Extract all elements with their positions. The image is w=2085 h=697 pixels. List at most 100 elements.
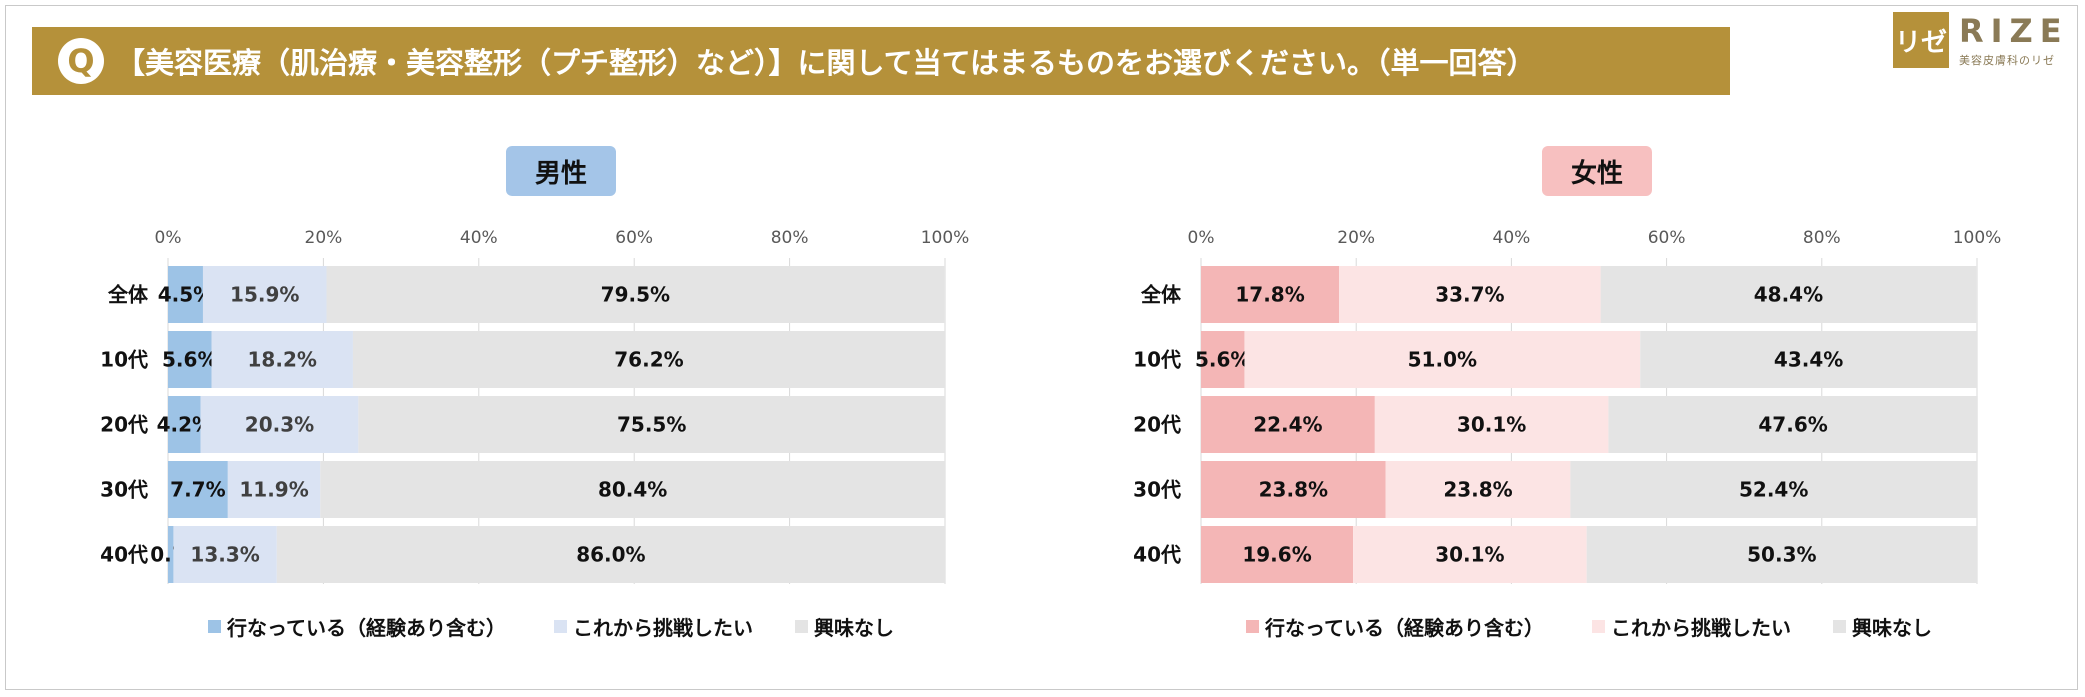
x-tick-label: 60%	[615, 228, 653, 248]
data-label: 20.3%	[245, 413, 314, 437]
category-label: 40代	[100, 543, 148, 567]
x-tick-label: 20%	[305, 228, 343, 248]
bar-segment	[1385, 461, 1571, 518]
data-label: 22.4%	[1253, 413, 1322, 437]
bar-segment	[352, 331, 945, 388]
male-chart-title: 男性	[506, 146, 616, 196]
bar-segment	[1608, 396, 1978, 453]
legend-item-done: 行なっている（経験あり含む）	[208, 612, 506, 641]
category-label: 30代	[100, 478, 148, 502]
data-label: 33.7%	[1435, 283, 1504, 307]
bar-segment	[202, 266, 327, 323]
bar-segment	[168, 526, 174, 583]
x-tick-label: 80%	[771, 228, 809, 248]
data-label: 48.4%	[1754, 283, 1823, 307]
legend-label: 興味なし	[814, 616, 894, 640]
legend-label: 行なっている（経験あり含む）	[1265, 616, 1544, 640]
legend-item-done: 行なっている（経験あり含む）	[1246, 612, 1544, 641]
bar-segment	[1600, 266, 1977, 323]
legend-label: 行なっている（経験あり含む）	[227, 616, 506, 640]
brand-logo: リゼ RIZE 美容皮膚科のリゼ	[1893, 10, 2073, 70]
x-tick-label: 0%	[155, 228, 182, 248]
bar-segment	[168, 461, 228, 518]
x-tick-label: 60%	[1648, 228, 1686, 248]
bar-segment	[1570, 461, 1977, 518]
data-label: 76.2%	[614, 348, 683, 372]
data-label: 19.6%	[1242, 543, 1311, 567]
bar-segment	[1244, 331, 1641, 388]
data-label: 15.9%	[230, 283, 299, 307]
data-label: 51.0%	[1408, 348, 1477, 372]
bar-segment	[168, 331, 212, 388]
legend-item-want: これから挑戦したい	[554, 612, 753, 641]
data-label: 11.9%	[239, 478, 308, 502]
legend-swatch-icon	[1833, 620, 1846, 633]
legend-label: これから挑戦したい	[573, 616, 753, 640]
bar-segment	[1374, 396, 1609, 453]
legend-swatch-icon	[1246, 620, 1259, 633]
data-label: 13.3%	[190, 543, 259, 567]
bar-segment	[1201, 396, 1375, 453]
question-banner: Q 【美容医療（肌治療・美容整形（プチ整形）など）】に関して当てはまるものをお選…	[32, 27, 1730, 95]
bar-segment	[1353, 526, 1587, 583]
bar-segment	[168, 266, 203, 323]
data-label: 50.3%	[1747, 543, 1816, 567]
bar-segment	[227, 461, 321, 518]
data-label: 30.1%	[1457, 413, 1526, 437]
data-label: 75.5%	[617, 413, 686, 437]
bar-segment	[1201, 526, 1354, 583]
data-label: 52.4%	[1739, 478, 1808, 502]
category-label: 10代	[100, 348, 148, 372]
data-label: 79.5%	[601, 283, 670, 307]
x-tick-label: 40%	[1493, 228, 1531, 248]
logo-subtitle: 美容皮膚科のリゼ	[1959, 54, 2055, 67]
x-tick-label: 40%	[460, 228, 498, 248]
category-label: 全体	[107, 283, 149, 307]
logo-mark-icon: リゼ	[1893, 12, 1949, 68]
category-label: 20代	[1133, 413, 1181, 437]
legend-swatch-icon	[208, 620, 221, 633]
legend-label: 興味なし	[1852, 616, 1932, 640]
logo-wordmark: RIZE	[1959, 12, 2069, 50]
data-label: 86.0%	[576, 543, 645, 567]
question-icon: Q	[58, 38, 104, 84]
data-label: 43.4%	[1774, 348, 1843, 372]
data-label: 47.6%	[1758, 413, 1827, 437]
bar-segment	[326, 266, 945, 323]
bar-segment	[200, 396, 359, 453]
bar-segment	[276, 526, 945, 583]
category-label: 30代	[1133, 478, 1181, 502]
legend-item-none: 興味なし	[1833, 612, 1932, 641]
bar-segment	[168, 396, 201, 453]
bar-segment	[211, 331, 353, 388]
legend-swatch-icon	[795, 620, 808, 633]
bar-segment	[1201, 266, 1340, 323]
legend-swatch-icon	[554, 620, 567, 633]
data-label: 5.6%	[1195, 348, 1250, 372]
data-label: 5.6%	[162, 348, 217, 372]
data-label: 18.2%	[248, 348, 317, 372]
female-chart-title: 女性	[1542, 146, 1652, 196]
legend-item-none: 興味なし	[795, 612, 894, 641]
bar-segment	[358, 396, 945, 453]
x-tick-label: 20%	[1337, 228, 1375, 248]
male-legend: 行なっている（経験あり含む） これから挑戦したい 興味なし	[208, 612, 894, 641]
bar-segment	[1586, 526, 1977, 583]
bar-segment	[1339, 266, 1601, 323]
female-legend: 行なっている（経験あり含む） これから挑戦したい 興味なし	[1246, 612, 1932, 641]
data-label: 30.1%	[1435, 543, 1504, 567]
x-tick-label: 80%	[1803, 228, 1841, 248]
data-label: 23.8%	[1443, 478, 1512, 502]
category-label: 10代	[1133, 348, 1181, 372]
x-tick-label: 100%	[1953, 228, 2002, 248]
data-label: 17.8%	[1235, 283, 1304, 307]
bar-segment	[1201, 461, 1386, 518]
data-label: 80.4%	[598, 478, 667, 502]
data-label: 23.8%	[1259, 478, 1328, 502]
x-tick-label: 100%	[921, 228, 970, 248]
bar-segment	[1640, 331, 1977, 388]
legend-swatch-icon	[1592, 620, 1605, 633]
bar-segment	[173, 526, 277, 583]
